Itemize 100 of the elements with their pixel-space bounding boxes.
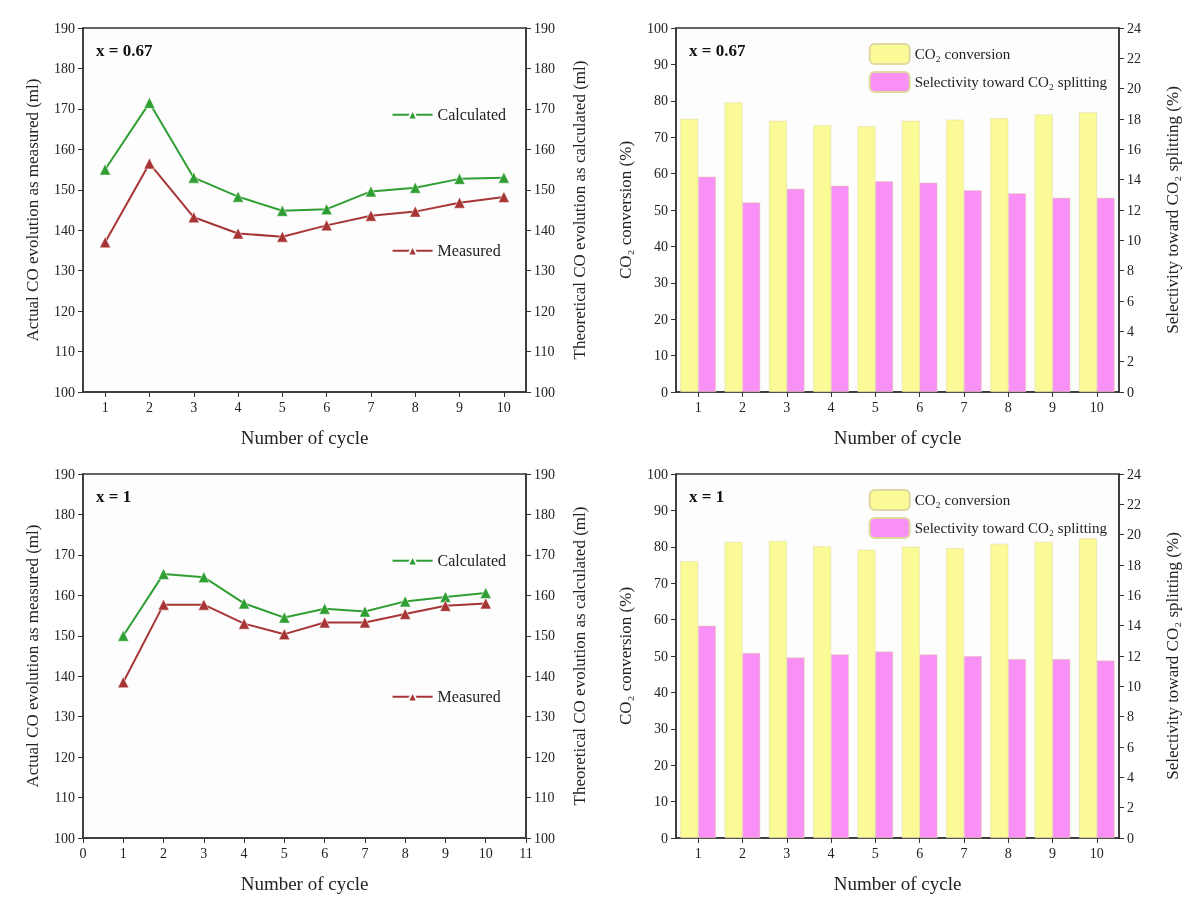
y-tick-label: 80: [654, 539, 668, 555]
x-tick-label: 9: [1049, 399, 1057, 415]
y2-tick-label: 22: [1127, 496, 1141, 512]
x-tick-label: 11: [519, 845, 533, 861]
y-tick-label: 40: [654, 684, 668, 700]
y-tick-label: 40: [654, 238, 668, 254]
y2-tick-label: 18: [1127, 111, 1141, 127]
y-tick-label: 10: [654, 794, 668, 810]
x-tick-label: 5: [871, 399, 879, 415]
point: [365, 209, 377, 222]
y2-tick-label: 14: [1127, 618, 1141, 634]
y2-tick-label: 180: [534, 506, 555, 522]
legend-label: Selectivity toward CO₂ splitting: [914, 74, 1108, 90]
point: [453, 196, 466, 209]
y-tick-label: 150: [54, 628, 75, 644]
y2-tick-label: 140: [534, 668, 555, 684]
point: [479, 587, 492, 599]
y2-tick-label: 6: [1127, 293, 1134, 309]
point: [498, 191, 510, 203]
point: [278, 611, 291, 624]
y-tick-label: 170: [54, 547, 75, 563]
point: [232, 190, 244, 203]
x-tick-label: 5: [278, 399, 286, 415]
x-tick-label: 10: [1089, 845, 1104, 861]
x-axis-title: Number of cycle: [240, 427, 369, 448]
point: [99, 236, 111, 249]
point: [365, 185, 377, 198]
point: [276, 230, 289, 243]
y2-tick-label: 16: [1127, 141, 1141, 157]
point: [498, 171, 510, 184]
y-tick-label: 20: [654, 311, 668, 327]
x-tick-label: 2: [160, 845, 168, 861]
y2-axis-title: Theoretical CO evolution as calculated (ml): [570, 60, 589, 360]
y2-tick-label: 180: [534, 60, 555, 76]
x-axis-title: Number of cycle: [833, 873, 962, 894]
y2-tick-label: 0: [1127, 384, 1134, 400]
y-tick-label: 170: [54, 101, 75, 117]
y-tick-label: 70: [654, 129, 668, 145]
y-axis-title: Actual CO evolution as measured (ml): [23, 78, 42, 342]
y2-tick-label: 170: [534, 547, 555, 563]
x-tick-label: 4: [827, 399, 835, 415]
point: [318, 602, 331, 615]
y-tick-label: 100: [54, 830, 75, 846]
y-tick-label: 100: [647, 20, 668, 36]
y-tick-label: 130: [54, 709, 75, 725]
y2-tick-label: 20: [1127, 81, 1141, 97]
x-tick-label: 5: [871, 845, 879, 861]
x-tick-label: 4: [240, 845, 248, 861]
y2-tick-label: 4: [1127, 323, 1134, 339]
y2-tick-label: 2: [1127, 354, 1134, 370]
y-tick-label: 60: [654, 612, 668, 628]
y-tick-label: 160: [54, 587, 75, 603]
x-tick-label: 10: [1089, 399, 1104, 415]
x-tick-label: 3: [200, 845, 208, 861]
legend-label: Measured: [437, 242, 501, 260]
point: [198, 598, 210, 611]
y2-tick-label: 100: [534, 384, 555, 400]
y2-tick-label: 150: [534, 182, 555, 198]
x-axis-title: Number of cycle: [240, 873, 369, 894]
y-tick-label: 160: [54, 141, 75, 157]
y-tick-label: 70: [654, 575, 668, 591]
y-tick-label: 100: [647, 466, 668, 482]
y2-tick-label: 12: [1127, 202, 1141, 218]
x-tick-label: 6: [321, 845, 329, 861]
y-tick-label: 190: [54, 466, 75, 482]
y2-tick-label: 120: [534, 303, 555, 319]
y2-axis-title: Selectivity toward CO₂ splitting (%): [1163, 86, 1182, 334]
y-tick-label: 10: [654, 348, 668, 364]
x-tick-label: 7: [960, 845, 968, 861]
annotation: x = 0.67: [96, 41, 153, 60]
x-tick-label: 8: [411, 399, 419, 415]
point: [439, 591, 452, 603]
x-tick-label: 10: [478, 845, 493, 861]
y2-tick-label: 22: [1127, 50, 1141, 66]
x-tick-label: 7: [367, 399, 375, 415]
y2-tick-label: 16: [1127, 587, 1141, 603]
x-tick-label: 8: [401, 845, 409, 861]
point: [232, 227, 244, 240]
y2-tick-label: 12: [1127, 648, 1141, 664]
y-tick-label: 190: [54, 20, 75, 36]
x-tick-label: 9: [441, 845, 449, 861]
point: [318, 616, 331, 629]
y-axis-title: Actual CO evolution as measured (ml): [23, 524, 42, 788]
legend-label: Calculated: [437, 552, 507, 570]
point: [409, 205, 421, 218]
x-tick-label: 9: [456, 399, 464, 415]
point: [117, 630, 130, 642]
point: [409, 182, 421, 194]
x-tick-label: 1: [101, 399, 109, 415]
x-tick-label: 3: [190, 399, 198, 415]
point: [399, 608, 411, 620]
x-tick-label: 4: [234, 399, 242, 415]
y2-tick-label: 120: [534, 749, 555, 765]
y2-axis-title: Theoretical CO evolution as calculated (ml): [570, 506, 589, 806]
y-tick-label: 120: [54, 303, 75, 319]
x-tick-label: 2: [738, 399, 746, 415]
y-tick-label: 0: [661, 384, 668, 400]
annotation: x = 0.67: [689, 41, 746, 60]
point: [238, 617, 250, 630]
y2-tick-label: 18: [1127, 557, 1141, 573]
